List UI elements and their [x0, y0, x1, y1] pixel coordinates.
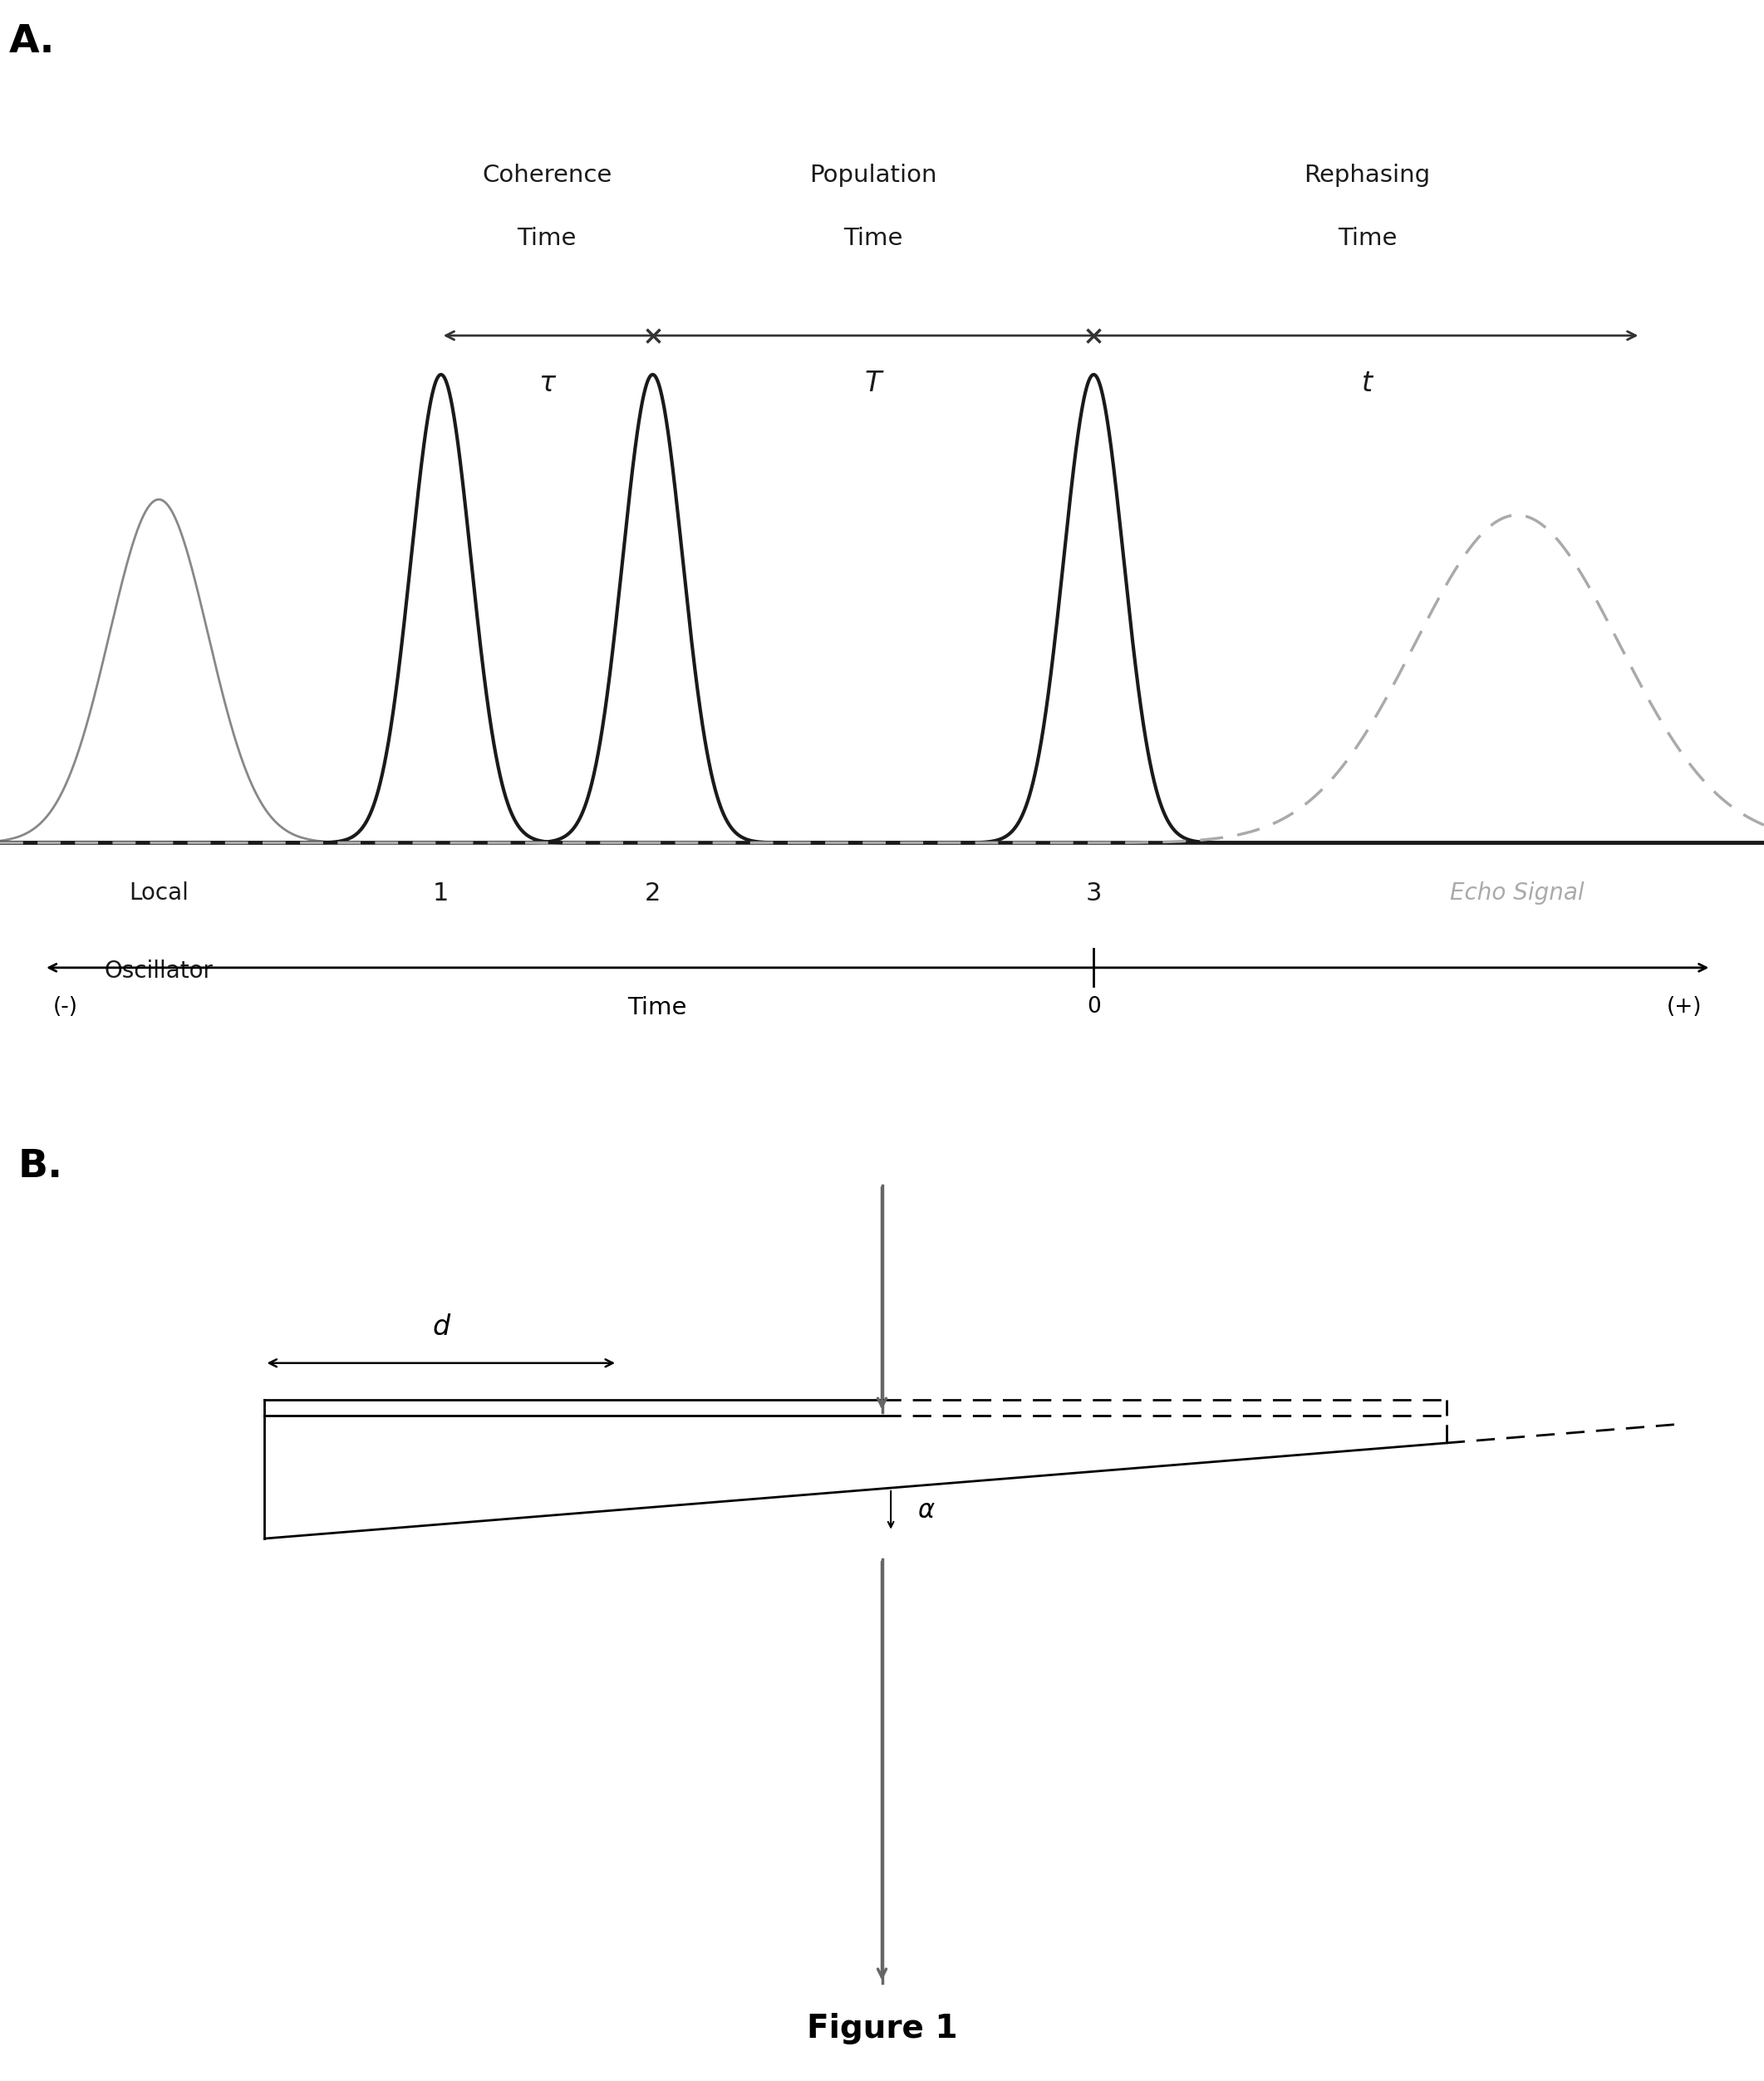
Text: A.: A.: [9, 23, 55, 60]
Text: Figure 1: Figure 1: [806, 2012, 958, 2044]
Text: Time: Time: [628, 997, 686, 1020]
Text: T: T: [864, 370, 882, 397]
Text: (-): (-): [53, 997, 78, 1018]
Text: Time: Time: [1337, 227, 1397, 250]
Text: Echo Signal: Echo Signal: [1450, 882, 1584, 905]
Text: 1: 1: [432, 882, 450, 905]
Text: 3: 3: [1085, 882, 1102, 905]
Text: 0: 0: [1087, 997, 1101, 1018]
Text: t: t: [1362, 370, 1372, 397]
Text: Time: Time: [517, 227, 577, 250]
Text: 2: 2: [644, 882, 662, 905]
Text: Local: Local: [129, 882, 189, 905]
Text: (+): (+): [1667, 997, 1702, 1018]
Text: Rephasing: Rephasing: [1304, 164, 1431, 187]
Text: d: d: [432, 1313, 450, 1340]
Text: Population: Population: [810, 164, 937, 187]
Text: Oscillator: Oscillator: [104, 959, 213, 982]
Text: B.: B.: [18, 1149, 62, 1186]
Text: Time: Time: [843, 227, 903, 250]
Text: α: α: [917, 1498, 933, 1523]
Text: τ: τ: [538, 370, 556, 397]
Text: Coherence: Coherence: [482, 164, 612, 187]
